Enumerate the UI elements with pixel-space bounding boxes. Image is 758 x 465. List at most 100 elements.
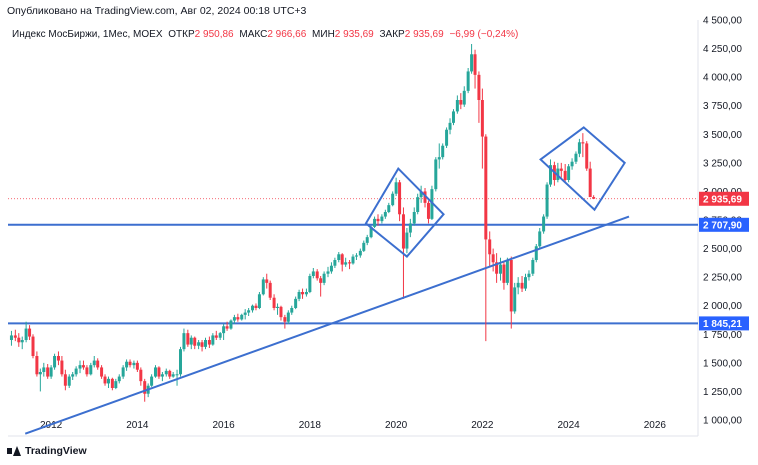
trendline [24,215,630,435]
candle-body [24,328,28,340]
candle-body [373,218,377,227]
candle-body [376,218,380,222]
candle-body [17,337,21,343]
y-tick-label: 1 750,00 [703,330,742,341]
candle-body [527,273,531,278]
candle-body [53,356,57,368]
candle-body [462,90,466,105]
tradingview-logo-icon [7,446,21,456]
candle-body [261,279,265,295]
candle-body [268,282,272,298]
x-tick-label: 2024 [558,420,581,431]
candle-body [236,317,240,320]
candle-body [419,191,423,198]
x-tick-label: 2012 [40,420,63,431]
candle-body [85,367,89,375]
candle-body [574,153,578,162]
close-label: ЗАКР [379,29,405,40]
x-tick-label: 2022 [471,420,494,431]
candle-body [387,205,391,212]
open-value: 2 950,86 [194,29,234,40]
candle-body [74,368,78,375]
candle-body [567,166,571,180]
candle-body [103,376,107,384]
candle-body [20,340,24,343]
candle-body [251,305,255,311]
candle-body [524,277,527,289]
candle-body [563,170,567,180]
candle-body [189,337,193,345]
candle-body [380,216,384,222]
candle-body [171,374,175,377]
candle-body [265,279,269,283]
candle-body [495,262,499,274]
y-tick-label: 1 250,00 [703,387,742,398]
x-tick-label: 2020 [385,420,408,431]
candle-body [31,336,35,356]
candle-body [294,298,298,308]
candle-body [254,305,258,308]
tradingview-logo[interactable]: TradingView [7,445,87,457]
candle-body [577,142,581,154]
candle-body [182,333,186,350]
candle-body [132,362,136,366]
candle-body [538,231,542,247]
diamond-pattern [539,126,626,212]
candle-body [329,265,333,272]
candle-body [340,254,344,265]
candle-body [348,262,352,264]
candle-body [491,254,495,263]
candle-body [297,292,301,299]
candle-body [168,370,172,377]
candle-body [581,142,585,144]
candle-body [459,100,463,105]
current-price-tag-bg [699,191,749,206]
candle-body [455,100,459,112]
candle-body [225,326,229,329]
candle-body [315,271,319,279]
candle-body [247,310,251,313]
y-tick-label: 2 500,00 [703,244,742,255]
candle-body [42,367,46,372]
candle-body [480,100,484,137]
candle-body [588,168,592,198]
candle-body [445,129,449,146]
candle-body [153,367,157,377]
candle-body [96,360,100,368]
candle-body [276,306,280,308]
low-label: МИН [312,29,335,40]
x-tick-label: 2026 [644,420,667,431]
candle-body [164,370,168,375]
candle-body [319,278,323,283]
candle-body [114,381,118,388]
candle-body [150,376,154,386]
candle-body [160,374,164,377]
y-tick-label: 4 500,00 [703,16,742,27]
candle-body [391,193,395,206]
level-price-tag-bg [699,316,749,331]
candle-body [531,260,535,274]
candle-body [585,143,589,169]
candle-body [488,239,492,255]
low-value: 2 935,69 [334,29,374,40]
candle-body [545,184,549,217]
candle-body [498,264,502,274]
candle-body [197,342,201,346]
candle-body [416,197,420,212]
y-tick-label: 4 250,00 [703,44,742,55]
candle-body [448,122,452,130]
level-price-tag-bg [699,217,749,232]
candle-body [207,340,211,345]
candle-body [110,378,114,388]
candle-body [484,136,488,240]
close-value: 2 935,69 [404,29,444,40]
candle-body [394,182,398,194]
candle-body [92,360,96,366]
candle-body [426,202,430,219]
candle-body [13,335,17,338]
diamond-pattern [364,166,445,258]
candle-body [214,335,218,338]
published-caption: Опубликовано на TradingView.com, Авг 02,… [7,5,307,17]
candle-body [121,367,125,377]
change-value: −6,99 (−0,24%) [449,29,519,40]
